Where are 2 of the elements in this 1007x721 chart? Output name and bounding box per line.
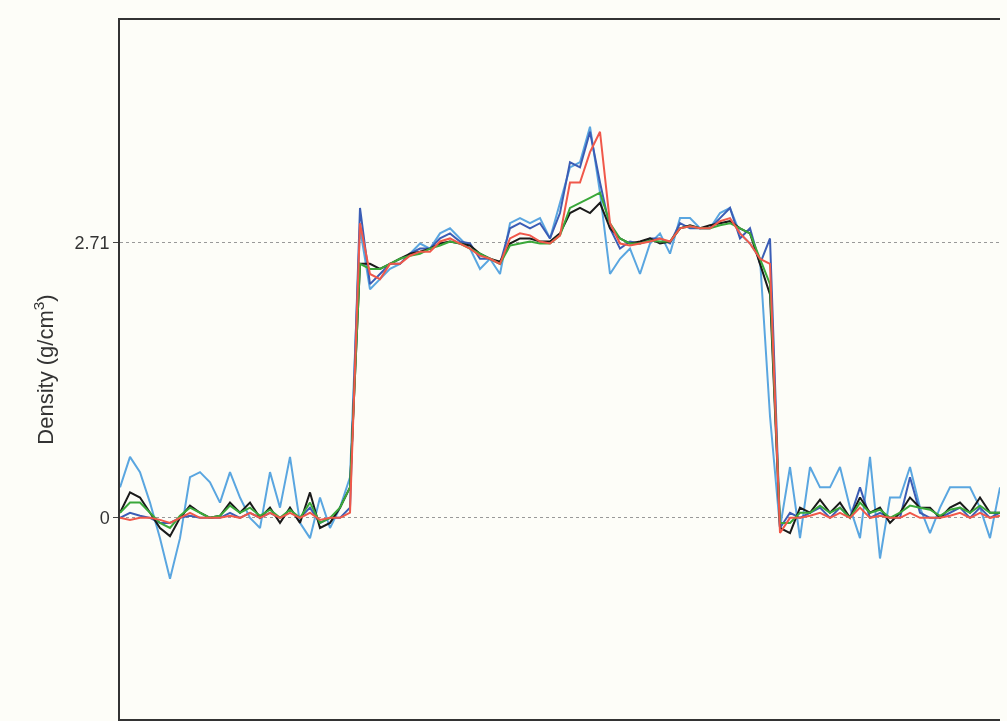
y-tick-label: 2.71	[74, 232, 110, 253]
y-tick-label: 0	[99, 508, 110, 529]
